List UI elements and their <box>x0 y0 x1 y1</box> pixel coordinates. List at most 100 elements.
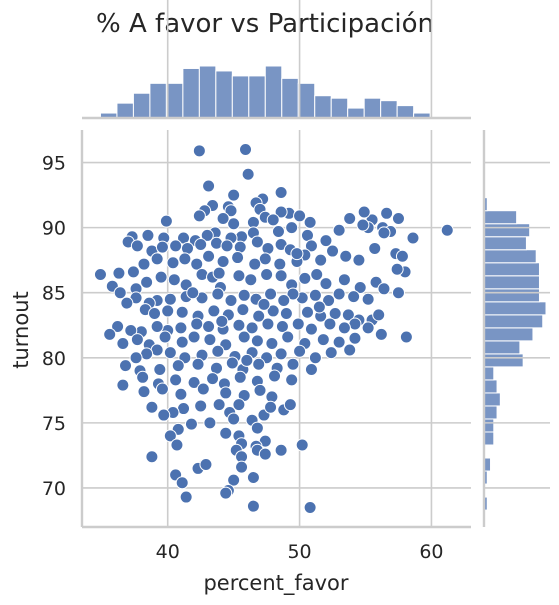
scatter-point <box>250 235 264 249</box>
scatter-point <box>368 241 382 255</box>
scatter-point <box>283 398 297 412</box>
scatter-point <box>154 270 168 284</box>
x-hist-bar <box>264 65 283 119</box>
x-axis-title: percent_favor <box>203 571 348 596</box>
x-tick-label: 50 <box>287 541 311 563</box>
scatter-point <box>264 287 278 301</box>
x-hist-bar <box>116 102 134 119</box>
chart-title: % A favor vs Participación <box>96 9 434 39</box>
scatter-point <box>169 239 183 253</box>
scatter-point <box>161 304 175 318</box>
scatter-point <box>304 322 318 336</box>
scatter-point <box>347 290 361 304</box>
scatter-point <box>206 372 220 386</box>
scatter-point <box>274 205 288 219</box>
scatter-point <box>286 357 300 371</box>
x-hist-bar <box>396 105 415 119</box>
x-hist-bar <box>149 82 167 119</box>
scatter-point <box>140 275 154 289</box>
scatter-point <box>192 209 206 223</box>
scatter-point <box>174 387 188 401</box>
y-hist-bar <box>483 275 540 290</box>
scatter-point <box>328 307 342 321</box>
scatter-point <box>298 271 312 285</box>
scatter-point <box>192 144 206 158</box>
y-tick-labels: 70 75 80 85 90 95 <box>42 153 66 500</box>
scatter-point <box>235 460 249 474</box>
scatter-point <box>194 399 208 413</box>
scatter-point <box>141 228 155 242</box>
x-hist-bar <box>165 82 184 119</box>
scatter-point <box>361 321 375 335</box>
scatter-point <box>250 334 264 348</box>
scatter-point <box>130 333 144 347</box>
scatter-point <box>184 417 198 431</box>
scatter-point <box>310 267 324 281</box>
scatter-point <box>203 333 217 347</box>
scatter-point <box>319 277 333 291</box>
scatter-point <box>391 212 405 226</box>
x-hist-bar <box>347 107 365 119</box>
scatter-point <box>215 314 229 328</box>
scatter-point <box>219 386 233 400</box>
scatter-point <box>268 369 282 383</box>
scatter-point <box>199 458 213 472</box>
x-hist-bar <box>281 77 299 119</box>
scatter-point <box>113 286 127 300</box>
scatter-point <box>303 215 317 229</box>
x-hist-bar <box>198 65 217 119</box>
x-hist-bar <box>182 67 200 119</box>
scatter-point <box>266 304 280 318</box>
scatter-point <box>250 421 264 435</box>
scatter-point <box>137 257 151 271</box>
scatter-point <box>258 447 272 461</box>
scatter-point <box>274 347 288 361</box>
scatter-point <box>308 351 322 365</box>
marginal-x-histogram <box>99 65 431 119</box>
y-tick-label: 75 <box>42 413 66 435</box>
scatter-point <box>163 292 177 306</box>
scatter-point <box>163 346 177 360</box>
scatter-point <box>240 353 254 367</box>
scatter-point <box>308 288 322 302</box>
scatter-point <box>295 438 309 452</box>
scatter-point <box>337 321 351 335</box>
scatter-point <box>174 321 188 335</box>
scatter-point <box>190 317 204 331</box>
scatter-point <box>372 308 386 322</box>
scatter-point <box>341 308 355 322</box>
scatter-point <box>236 303 250 317</box>
scatter-point <box>195 267 209 281</box>
scatter-point <box>258 252 272 266</box>
scatter-point <box>158 330 172 344</box>
scatter-point <box>179 490 193 504</box>
y-hist-bar <box>483 366 495 381</box>
scatter-point <box>129 351 143 365</box>
x-hist-bar <box>248 75 266 119</box>
scatter-point <box>391 286 405 300</box>
scatter-point <box>271 225 285 239</box>
y-hist-bar <box>483 405 498 420</box>
scatter-point <box>324 346 338 360</box>
scatter-point <box>155 240 169 254</box>
scatter-point <box>157 408 171 422</box>
scatter-point <box>167 273 181 287</box>
scatter-point <box>293 209 307 223</box>
scatter-point <box>220 239 234 253</box>
scatter-point <box>175 305 189 319</box>
scatter-point <box>227 217 241 231</box>
scatter-point <box>261 317 275 331</box>
scatter-point <box>136 370 150 384</box>
scatter-point <box>224 294 238 308</box>
scatter-point <box>348 331 362 345</box>
y-hist-bar <box>483 236 527 251</box>
scatter-point <box>264 400 278 414</box>
scatter-point <box>273 257 287 271</box>
scatter-point <box>124 323 138 337</box>
y-hist-bar <box>483 431 495 446</box>
scatter-point <box>187 376 201 390</box>
scatter-point <box>216 212 230 226</box>
scatter-point <box>332 287 346 301</box>
y-tick-label: 95 <box>42 153 66 175</box>
scatter-point <box>303 500 317 514</box>
